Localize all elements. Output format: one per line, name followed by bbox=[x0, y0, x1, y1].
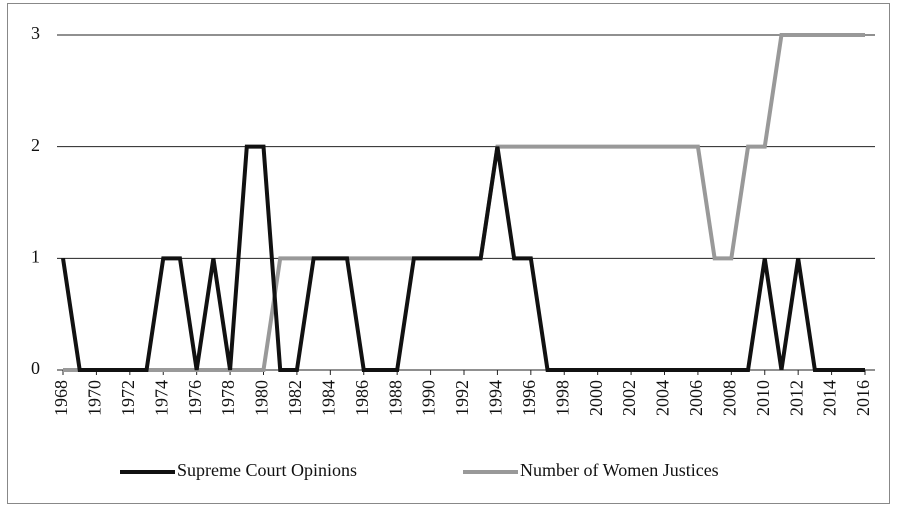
x-tick-label: 2010 bbox=[753, 380, 773, 416]
x-tick-label: 2000 bbox=[586, 380, 606, 416]
x-tick-label: 2006 bbox=[686, 380, 706, 416]
series-line bbox=[63, 33, 865, 372]
x-tick-label: 2008 bbox=[719, 380, 739, 416]
x-tick-label: 1982 bbox=[285, 380, 305, 416]
x-tick-label: 2012 bbox=[786, 380, 806, 416]
y-tick-label: 3 bbox=[31, 23, 40, 43]
series-line bbox=[61, 144, 865, 372]
x-tick-label: 1970 bbox=[85, 380, 105, 416]
x-tick-label: 1976 bbox=[185, 380, 205, 416]
x-tick-label: 1974 bbox=[151, 380, 171, 416]
y-tick-label: 2 bbox=[31, 135, 40, 155]
x-tick-label: 2014 bbox=[820, 380, 840, 416]
x-tick-label: 1996 bbox=[519, 380, 539, 416]
x-tick-label: 1972 bbox=[118, 380, 138, 416]
x-tick-label: 1998 bbox=[552, 380, 572, 416]
x-tick-label: 1990 bbox=[419, 380, 439, 416]
x-tick-label: 2004 bbox=[653, 380, 673, 416]
x-tick-label: 1980 bbox=[252, 380, 272, 416]
y-tick-label: 1 bbox=[31, 246, 40, 266]
legend-label: Number of Women Justices bbox=[520, 460, 719, 480]
x-tick-label: 1984 bbox=[318, 380, 338, 416]
y-tick-label: 0 bbox=[31, 358, 40, 378]
x-tick-label: 1988 bbox=[385, 380, 405, 416]
x-tick-label: 1968 bbox=[51, 380, 71, 416]
x-tick-label: 2002 bbox=[619, 380, 639, 416]
x-tick-label: 1994 bbox=[486, 380, 506, 416]
x-tick-label: 1978 bbox=[218, 380, 238, 416]
x-tick-label: 2016 bbox=[853, 380, 873, 416]
x-tick-label: 1986 bbox=[352, 380, 372, 416]
x-tick-label: 1992 bbox=[452, 380, 472, 416]
frame bbox=[7, 3, 890, 504]
legend-label: Supreme Court Opinions bbox=[177, 460, 357, 480]
